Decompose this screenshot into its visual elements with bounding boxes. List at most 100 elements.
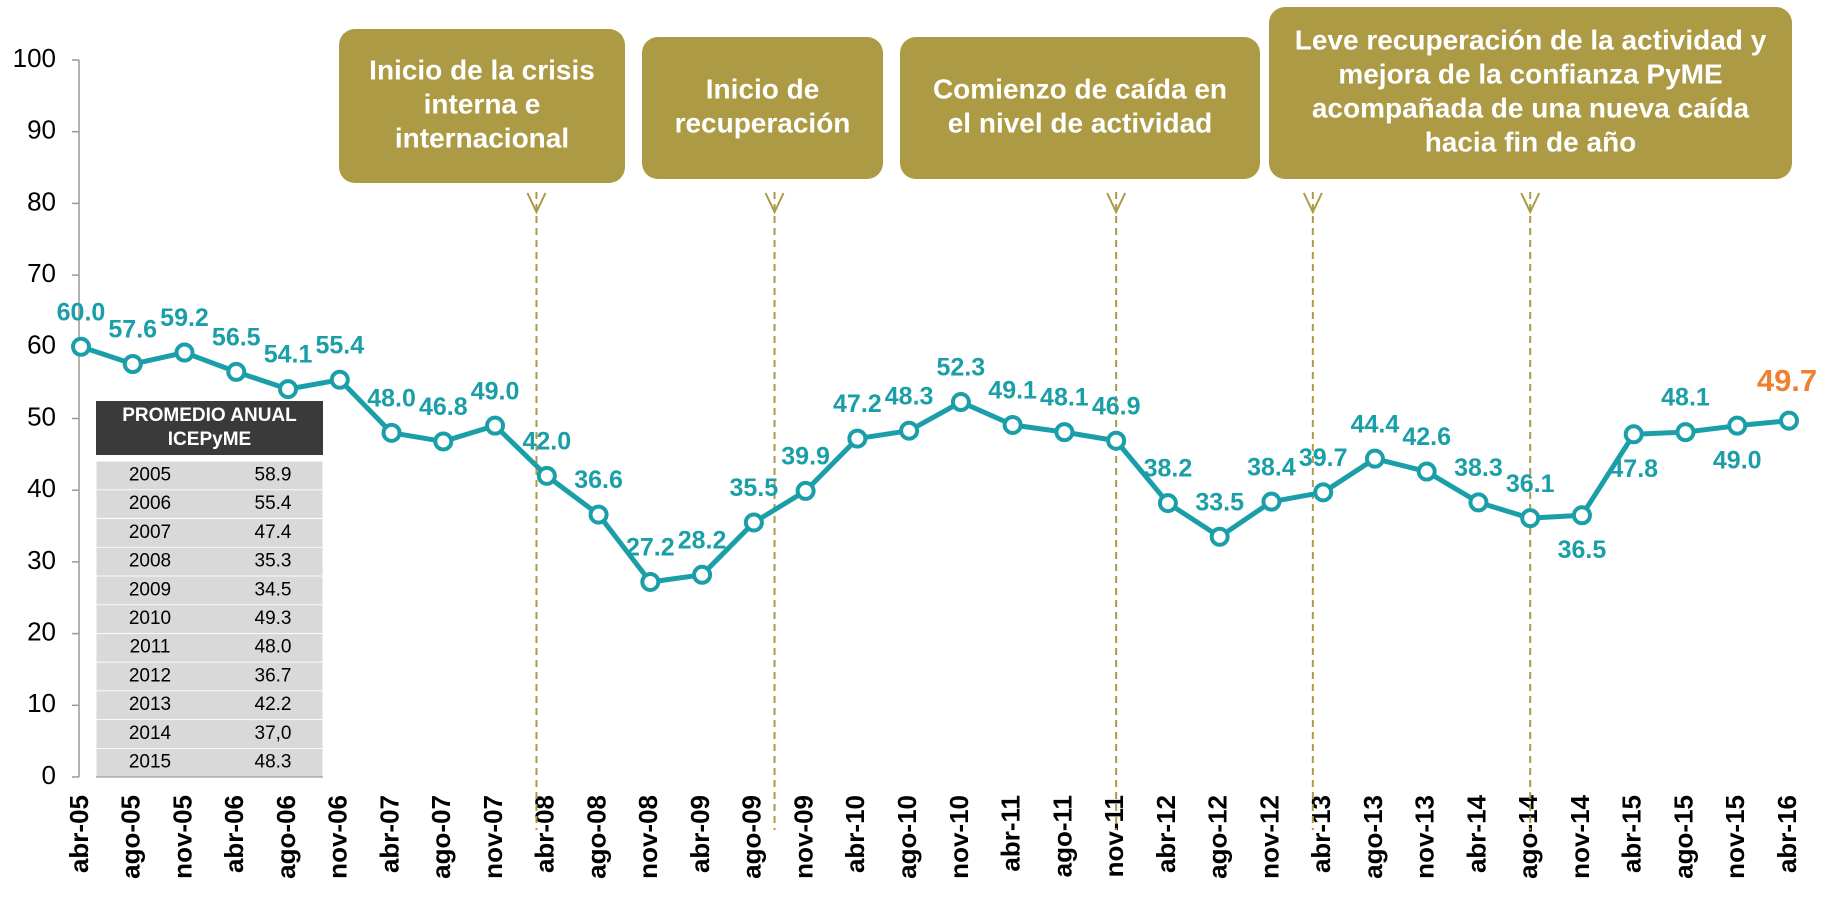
value-label: 49.7 [1757,363,1817,398]
data-point [795,480,816,501]
data-point [1209,526,1230,547]
table-row [95,661,324,692]
y-tick-label: 20 [27,616,56,646]
table-cell: 2011 [130,637,171,658]
table-cell: 55.4 [255,493,292,514]
annotation-arrow [1302,192,1323,215]
value-label: 38.2 [1144,455,1193,483]
x-tick-label: ago-07 [426,795,456,879]
value-label: 49.1 [988,377,1037,405]
annotation-text: recuperación [675,107,851,138]
x-tick-label: abr-07 [374,795,404,873]
value-label: 46.9 [1092,392,1141,420]
table-cell: 35.3 [255,551,292,572]
value-label: 36.6 [574,466,623,494]
data-point [226,361,247,382]
y-tick-label: 0 [42,760,56,790]
value-label: 39.7 [1299,444,1348,472]
annotation-box [642,37,883,179]
x-tick-label: nov-14 [1565,794,1595,878]
value-label: 38.3 [1454,454,1503,482]
x-tick-label: abr-08 [530,795,560,873]
y-tick-label: 30 [27,545,56,575]
x-tick-label: abr-12 [1151,795,1181,873]
table-header: ICEPyME [168,429,251,450]
table-cell: 48.0 [255,637,292,658]
table-cell: 48.3 [255,752,292,773]
y-tick-label: 80 [27,186,56,216]
data-point [329,369,350,390]
table-row [95,604,324,634]
data-point [1727,415,1748,436]
value-label: 42.0 [522,427,571,455]
x-tick-label: nov-10 [944,795,974,879]
value-label: 27.2 [626,534,675,562]
data-point [71,336,91,357]
value-label: 46.8 [419,393,468,421]
annotation-text: internacional [395,122,569,153]
annotation-text: Leve recuperación de la actividad y [1295,24,1767,55]
data-point [278,379,299,400]
table-cell: 2006 [129,493,171,514]
annotation-arrow [1106,192,1127,215]
table-cell: 58.9 [255,464,292,485]
table-cell: 37,0 [255,723,292,744]
data-point [950,392,971,413]
data-point [1261,491,1282,512]
value-label: 47.2 [833,390,882,418]
data-point [433,431,454,452]
annotation-box [900,37,1260,179]
x-tick-label: nov-12 [1254,795,1284,879]
annotation-text: hacia fin de año [1425,126,1637,157]
data-point [1106,430,1127,451]
data-point [381,422,402,443]
annotation-box [1269,7,1792,179]
x-tick-label: ago-11 [1047,795,1077,877]
x-tick-label: nov-05 [167,795,197,879]
x-tick-label: abr-16 [1772,795,1802,873]
table-row [95,489,324,519]
y-tick-label: 60 [27,330,56,360]
table-header: PROMEDIO ANUAL [122,405,297,426]
data-point [1468,492,1489,513]
y-tick-label: 100 [13,43,56,73]
table-cell: 2005 [129,464,171,485]
y-tick-label: 90 [27,115,56,145]
y-tick-label: 40 [27,473,56,503]
data-point [640,571,661,592]
table-cell: 2015 [129,752,171,773]
value-label: 33.5 [1195,488,1244,516]
table-cell: 2009 [129,579,171,600]
x-tick-label: ago-06 [271,795,301,879]
x-tick-label: nov-08 [633,795,663,879]
x-tick-label: ago-09 [737,795,767,879]
value-label: 49.0 [471,377,520,405]
annotation-arrow [526,192,547,215]
data-point [899,420,920,441]
data-point [485,415,506,436]
table-cell: 47.4 [255,522,292,543]
data-point [1157,493,1178,514]
x-tick-label: ago-12 [1203,795,1233,879]
x-tick-label: nov-13 [1410,795,1440,879]
x-tick-label: nov-11 [1099,795,1129,877]
data-line [80,344,1790,585]
data-point [122,354,143,375]
x-tick-label: ago-13 [1358,795,1388,879]
table-cell: 2008 [129,551,171,572]
data-point [1779,410,1799,431]
value-label: 28.2 [678,526,727,554]
data-point [1571,505,1592,526]
x-tick-label: nov-09 [788,795,818,879]
annotation-text: el nivel de actividad [948,107,1213,138]
data-point [847,428,868,449]
value-label: 48.1 [1040,384,1089,412]
table-cell: 2014 [129,723,172,744]
value-label: 47.8 [1609,455,1658,483]
data-point [1054,422,1075,443]
value-label: 42.6 [1402,423,1451,451]
data-point [1416,461,1437,482]
table-row [95,546,324,577]
table-cell: 2010 [129,608,171,629]
